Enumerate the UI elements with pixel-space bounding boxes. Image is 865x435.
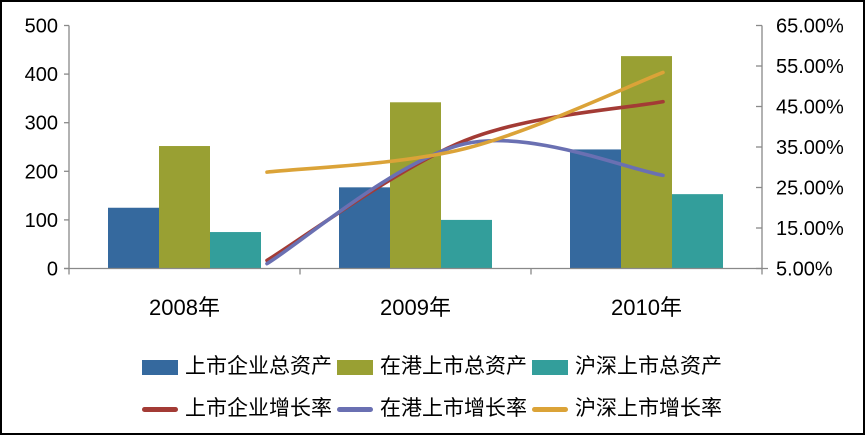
bar-上市企业总资产-2010年 [570, 149, 621, 269]
legend-swatch-bar-0 [142, 359, 178, 375]
category-label: 2009年 [380, 295, 451, 320]
bar-沪深上市总资产-2008年 [210, 232, 261, 269]
legend-label: 在港上市增长率 [380, 397, 527, 420]
chart-legend: 上市企业总资产 在港上市总资产 沪深上市总资产 上市企业增长率 在港上市增长率 [142, 354, 722, 422]
left-axis-label: 300 [25, 113, 58, 135]
left-axis-label: 200 [25, 161, 58, 183]
legend-item-bar-1: 在港上市总资产 [337, 354, 527, 380]
combo-chart: 0 100 200 300 400 500 5.00% 15.00% 25.00% 35.00% 4… [25, 16, 844, 321]
legend-label: 在港上市总资产 [380, 355, 527, 378]
bar-在港上市总资产-2008年 [159, 146, 210, 269]
legend-item-line-0: 上市企业增长率 [142, 396, 332, 422]
left-axis-label: 500 [25, 16, 58, 38]
bar-在港上市总资产-2010年 [621, 56, 672, 269]
legend-item-bar-0: 上市企业总资产 [142, 354, 332, 380]
bar-沪深上市总资产-2010年 [672, 194, 723, 269]
legend-label: 沪深上市增长率 [575, 397, 722, 420]
right-axis-label: 65.00% [776, 16, 844, 38]
legend-label: 沪深上市总资产 [575, 355, 722, 378]
legend-item-line-2: 沪深上市增长率 [532, 396, 722, 422]
category-label: 2010年 [611, 295, 682, 320]
legend-swatch-bar-1 [337, 359, 373, 375]
left-axis-label: 100 [25, 210, 58, 232]
right-axis-label: 25.00% [776, 178, 844, 200]
bar-上市企业总资产-2008年 [108, 207, 159, 269]
legend-row-lines: 上市企业增长率 在港上市增长率 沪深上市增长率 [142, 396, 722, 422]
left-axis-label: 400 [25, 64, 58, 86]
line-在港上市增长率 [265, 138, 665, 266]
legend-swatch-line-2 [532, 406, 568, 412]
legend-swatch-line-0 [142, 406, 178, 412]
right-axis-label: 55.00% [776, 56, 844, 78]
category-label: 2008年 [149, 295, 220, 320]
right-axis-label: 45.00% [776, 97, 844, 119]
legend-label: 上市企业总资产 [185, 355, 332, 378]
legend-item-line-1: 在港上市增长率 [337, 396, 527, 422]
line-沪深上市增长率 [265, 70, 665, 174]
bar-在港上市总资产-2009年 [390, 102, 441, 269]
right-axis-label: 15.00% [776, 218, 844, 240]
legend-item-bar-2: 沪深上市总资产 [532, 354, 722, 380]
legend-row-bars: 上市企业总资产 在港上市总资产 沪深上市总资产 [142, 354, 722, 380]
legend-swatch-bar-2 [532, 359, 568, 375]
bar-上市企业总资产-2009年 [339, 187, 390, 269]
legend-swatch-line-1 [337, 406, 373, 412]
legend-label: 上市企业增长率 [185, 397, 332, 420]
right-axis-label: 5.00% [776, 259, 833, 281]
bar-沪深上市总资产-2009年 [441, 219, 492, 269]
left-axis-label: 0 [47, 259, 58, 281]
right-axis-label: 35.00% [776, 137, 844, 159]
